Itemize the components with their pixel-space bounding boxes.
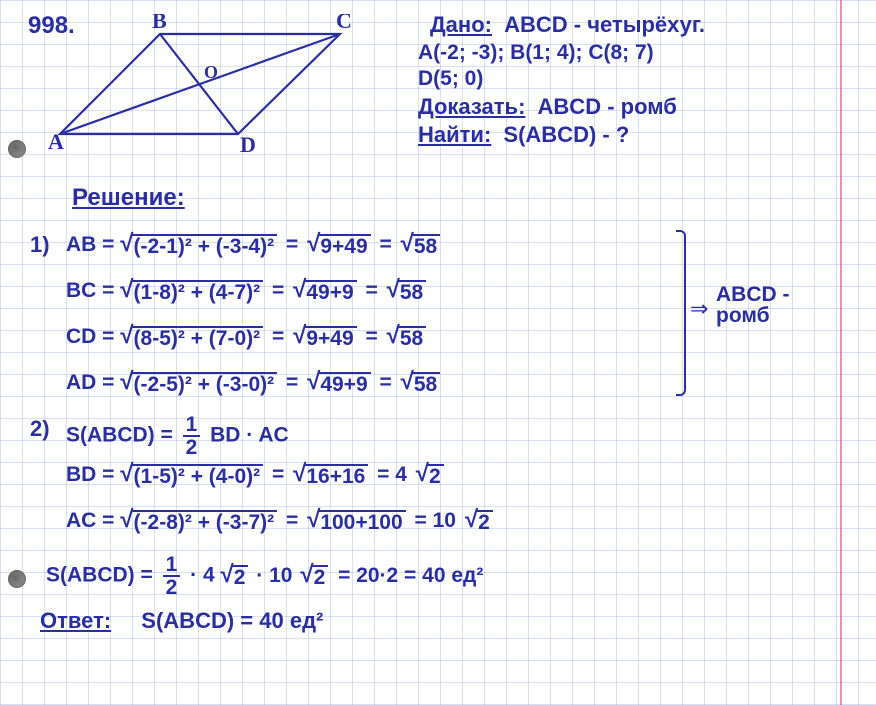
- given-points-1: A(-2; -3); B(1; 4); C(8; 7): [418, 42, 654, 63]
- cd-rad1: (8-5)² + (7-0)²: [132, 326, 264, 349]
- ab-lhs: AB =: [66, 233, 114, 256]
- rhombus-diagram: A B C D O: [40, 14, 370, 174]
- line-cd: CD = √(8-5)² + (7-0)² = √9+49 = √58: [66, 324, 426, 349]
- vertex-d-label: D: [240, 132, 256, 157]
- bd-rad3: 2: [427, 464, 444, 487]
- line-s-calc: S(ABCD) = 1 2 · 4 √2 · 10 √2 = 20·2 = 40…: [46, 554, 483, 598]
- answer-value: S(ABCD) = 40 ед²: [141, 608, 323, 633]
- bd-lhs: BD =: [66, 463, 114, 486]
- line-s-formula: S(ABCD) = 1 2 BD · AC: [66, 414, 289, 458]
- ad-eq3: =: [379, 371, 391, 394]
- ab-rad1: (-2-1)² + (-3-4)²: [132, 234, 278, 257]
- s-frac-den: 2: [183, 437, 201, 458]
- punch-hole-2: [8, 570, 26, 588]
- answer-line: Ответ: S(ABCD) = 40 ед²: [40, 610, 323, 632]
- step1-arrow: ⇒: [690, 296, 708, 322]
- ad-lhs: AD =: [66, 371, 114, 394]
- scalc-mid1: · 4: [190, 564, 215, 587]
- line-bc: BC = √(1-8)² + (4-7)² = √49+9 = √58: [66, 278, 426, 303]
- cd-eq3: =: [366, 325, 378, 348]
- scalc-radb: 2: [312, 565, 329, 588]
- line-ab: AB = √(-2-1)² + (-3-4)² = √9+49 = √58: [66, 232, 440, 257]
- ab-rad2: 9+49: [318, 234, 370, 257]
- prove-label: Доказать:: [418, 94, 525, 119]
- ab-eq2: =: [286, 233, 298, 256]
- prove-line: Доказать: ABCD - ромб: [418, 96, 677, 118]
- ac-rad3: 2: [476, 510, 493, 533]
- ac-eq2: =: [286, 509, 298, 532]
- bc-eq3: =: [366, 279, 378, 302]
- cd-rad2: 9+49: [304, 326, 356, 349]
- line-bd: BD = √(1-5)² + (4-0)² = √16+16 = 4 √2: [66, 462, 444, 487]
- vertex-c-label: C: [336, 14, 352, 33]
- bd-rad1: (1-5)² + (4-0)²: [132, 464, 264, 487]
- scalc-num: 1: [163, 554, 181, 577]
- s-frac-num: 1: [183, 414, 201, 437]
- scalc-rada: 2: [232, 565, 249, 588]
- cd-lhs: CD =: [66, 325, 114, 348]
- bd-eq2: =: [272, 463, 284, 486]
- ad-eq2: =: [286, 371, 298, 394]
- prove-value: ABCD - ромб: [538, 94, 677, 119]
- ad-rad1: (-2-5)² + (-3-0)²: [132, 372, 278, 395]
- cd-rad3: 58: [398, 326, 426, 349]
- given-shape: ABCD - четырёхуг.: [504, 12, 705, 37]
- ad-rad2: 49+9: [318, 372, 370, 395]
- ac-eq3: = 10: [415, 509, 456, 532]
- find-line: Найти: S(ABCD) - ?: [418, 124, 629, 146]
- step1-number: 1): [30, 234, 50, 256]
- vertex-a-label: A: [48, 129, 64, 154]
- bd-rad2: 16+16: [304, 464, 368, 487]
- step1-conclusion: ABCD - ромб: [716, 284, 790, 326]
- ab-eq3: =: [379, 233, 391, 256]
- vertex-o-label: O: [204, 62, 218, 82]
- cd-eq2: =: [272, 325, 284, 348]
- answer-label: Ответ:: [40, 608, 111, 633]
- find-value: S(ABCD) - ?: [503, 122, 629, 147]
- scalc-tail: = 20·2 = 40 ед²: [338, 564, 483, 587]
- ac-rad1: (-2-8)² + (-3-7)²: [132, 510, 278, 533]
- bc-rad3: 58: [398, 280, 426, 303]
- vertex-b-label: B: [152, 14, 167, 33]
- line-ad: AD = √(-2-5)² + (-3-0)² = √49+9 = √58: [66, 370, 440, 395]
- s-lhs: S(ABCD) =: [66, 424, 173, 447]
- bd-eq3: = 4: [377, 463, 407, 486]
- given-title-text: Дано:: [430, 12, 492, 37]
- right-margin: [840, 0, 842, 705]
- bc-rad2: 49+9: [304, 280, 356, 303]
- ac-rad2: 100+100: [318, 510, 405, 533]
- bc-eq2: =: [272, 279, 284, 302]
- step2-number: 2): [30, 418, 50, 440]
- scalc-lhs: S(ABCD) =: [46, 564, 153, 587]
- scalc-mid2: · 10: [256, 564, 292, 587]
- given-points-2: D(5; 0): [418, 68, 483, 89]
- ad-rad3: 58: [412, 372, 440, 395]
- step1-brace: [676, 230, 686, 396]
- bc-rad1: (1-8)² + (4-7)²: [132, 280, 264, 303]
- bc-lhs: BC =: [66, 279, 114, 302]
- line-ac: AC = √(-2-8)² + (-3-7)² = √100+100 = 10 …: [66, 508, 493, 533]
- find-label: Найти:: [418, 122, 491, 147]
- given-title: Дано: ABCD - четырёхуг.: [430, 14, 705, 36]
- scalc-den: 2: [163, 577, 181, 598]
- solution-heading: Решение:: [72, 186, 185, 210]
- punch-hole-1: [8, 140, 26, 158]
- s-rhs: BD · AC: [210, 424, 289, 447]
- ac-lhs: AC =: [66, 509, 114, 532]
- ab-rad3: 58: [412, 234, 440, 257]
